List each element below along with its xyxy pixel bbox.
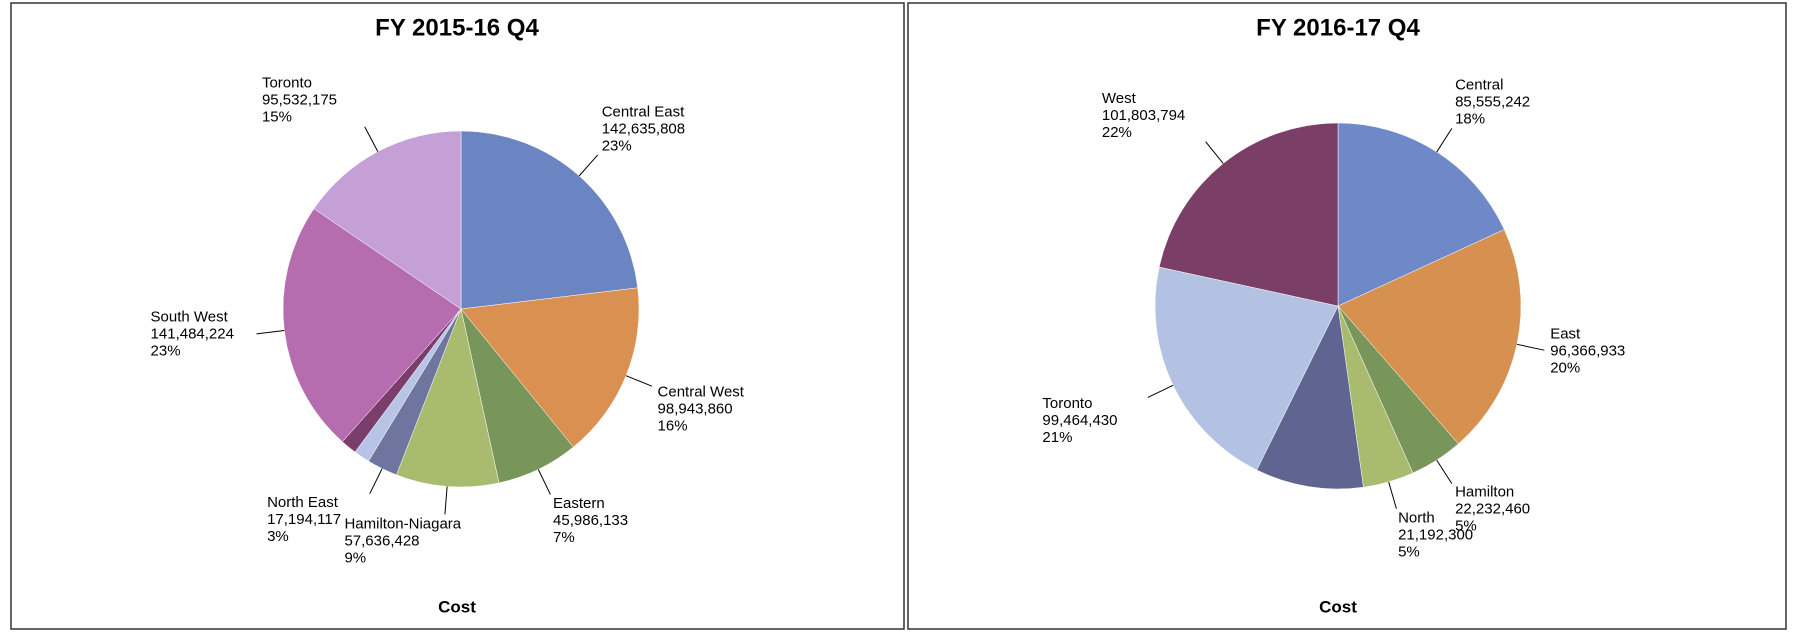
slice-value-label: 141,484,224 bbox=[151, 326, 234, 343]
slice-label: Hamilton-Niagara bbox=[344, 515, 461, 532]
slice-label: East bbox=[1550, 325, 1581, 342]
chart-title: FY 2015-16 Q4 bbox=[375, 14, 539, 41]
pie-slice bbox=[313, 130, 462, 310]
axis-label: Cost bbox=[438, 597, 476, 616]
pie-slice bbox=[1337, 229, 1522, 445]
slice-value-label: 57,636,428 bbox=[344, 532, 419, 549]
slice-label: Central bbox=[1455, 76, 1503, 93]
leader-line bbox=[1147, 384, 1174, 398]
leader-line bbox=[1388, 481, 1397, 509]
slice-value-label: 99,464,430 bbox=[1042, 412, 1117, 429]
slice-label: South West bbox=[151, 309, 229, 326]
slice-percent-label: 20% bbox=[1550, 359, 1580, 376]
slice-label: Central East bbox=[602, 103, 685, 120]
slice-value-label: 101,803,794 bbox=[1102, 107, 1185, 124]
slice-label: Toronto bbox=[1042, 395, 1092, 412]
slice-value-label: 17,194,117 bbox=[267, 511, 341, 528]
slice-percent-label: 15% bbox=[262, 109, 292, 126]
slice-label: North bbox=[1398, 509, 1435, 526]
slice-percent-label: 22% bbox=[1102, 124, 1132, 141]
leader-line bbox=[369, 468, 383, 494]
slice-percent-label: 21% bbox=[1042, 429, 1072, 446]
leader-line bbox=[364, 126, 379, 152]
slice-percent-label: 18% bbox=[1455, 110, 1485, 127]
pie-slice bbox=[1256, 305, 1364, 490]
pie-slice bbox=[1337, 122, 1505, 307]
slice-percent-label: 7% bbox=[553, 529, 575, 546]
leader-line bbox=[578, 154, 599, 177]
slice-percent-label: 9% bbox=[344, 549, 366, 566]
slice-percent-label: 23% bbox=[151, 343, 181, 360]
slice-value-label: 45,986,133 bbox=[553, 512, 628, 529]
slice-label: North East bbox=[267, 494, 339, 511]
leader-line bbox=[1436, 128, 1453, 153]
slice-value-label: 22,232,460 bbox=[1455, 501, 1530, 518]
panel-border bbox=[10, 2, 905, 630]
leader-line bbox=[444, 486, 448, 515]
pie-slice bbox=[460, 130, 639, 310]
leader-line bbox=[256, 330, 285, 335]
axis-label: Cost bbox=[1319, 597, 1357, 616]
slice-label: Hamilton bbox=[1455, 484, 1514, 501]
slice-label: Central West bbox=[658, 383, 745, 400]
slice-value-label: 95,532,175 bbox=[262, 92, 337, 109]
leader-line bbox=[625, 375, 653, 387]
slice-value-label: 21,192,300 bbox=[1398, 526, 1473, 543]
panel-border bbox=[907, 2, 1787, 630]
pie-slice bbox=[396, 308, 500, 488]
slice-label: West bbox=[1102, 90, 1137, 107]
slice-percent-label: 23% bbox=[602, 137, 632, 154]
slice-percent-label: 3% bbox=[267, 528, 289, 545]
leader-line bbox=[537, 469, 551, 495]
slice-percent-label: 5% bbox=[1398, 543, 1420, 560]
leader-line bbox=[1436, 459, 1453, 484]
slice-percent-label: 16% bbox=[658, 417, 688, 434]
slice-value-label: 96,366,933 bbox=[1550, 342, 1625, 359]
slice-label: Eastern bbox=[553, 495, 605, 512]
leader-line bbox=[1205, 141, 1224, 164]
slice-label: Toronto bbox=[262, 75, 312, 92]
slice-value-label: 85,555,242 bbox=[1455, 93, 1530, 110]
pie-slice bbox=[1158, 122, 1339, 307]
leader-line bbox=[1516, 343, 1545, 351]
pie-slice bbox=[460, 287, 640, 448]
slice-percent-label: 5% bbox=[1455, 518, 1477, 535]
chart-title: FY 2016-17 Q4 bbox=[1256, 14, 1420, 41]
slice-value-label: 142,635,808 bbox=[602, 120, 685, 137]
slice-value-label: 98,943,860 bbox=[658, 400, 733, 417]
